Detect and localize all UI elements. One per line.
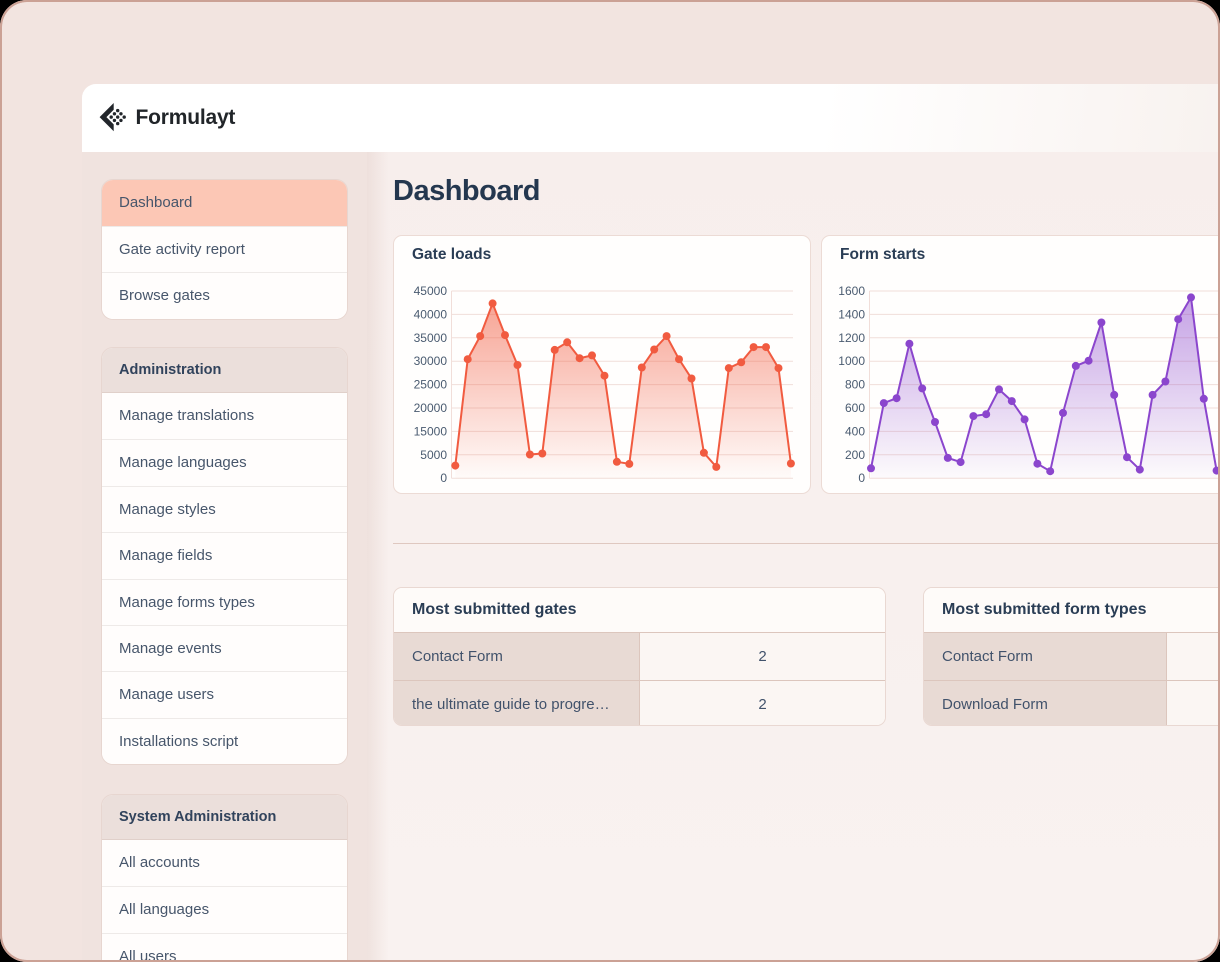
svg-text:0: 0 [858, 471, 865, 485]
svg-text:600: 600 [845, 401, 865, 415]
svg-text:20000: 20000 [414, 401, 448, 415]
svg-text:35000: 35000 [414, 331, 448, 345]
svg-text:200: 200 [845, 448, 865, 462]
svg-text:45000: 45000 [414, 284, 448, 298]
svg-text:30000: 30000 [414, 354, 448, 368]
svg-text:1400: 1400 [838, 307, 865, 321]
svg-text:1200: 1200 [838, 331, 865, 345]
svg-text:5000: 5000 [420, 448, 447, 462]
svg-text:40000: 40000 [414, 307, 448, 321]
svg-text:25000: 25000 [414, 378, 448, 392]
svg-text:1000: 1000 [838, 354, 865, 368]
svg-text:400: 400 [845, 424, 865, 438]
svg-text:800: 800 [845, 378, 865, 392]
svg-text:15000: 15000 [414, 424, 448, 438]
svg-text:0: 0 [440, 471, 447, 485]
svg-text:1600: 1600 [838, 284, 865, 298]
